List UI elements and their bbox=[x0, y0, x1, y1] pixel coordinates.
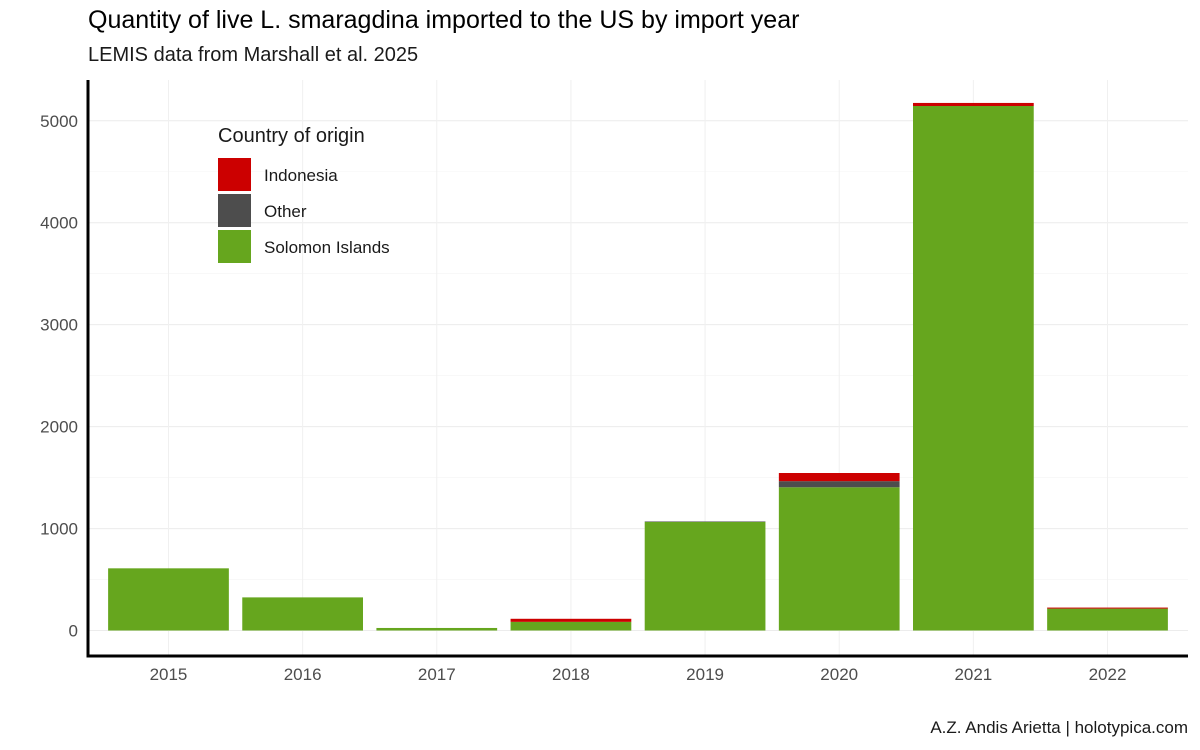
bar-2022-solomon-islands bbox=[1047, 608, 1168, 631]
legend-key-indonesia bbox=[218, 158, 251, 191]
x-tick-label: 2018 bbox=[552, 665, 590, 684]
legend-key-solomon-islands bbox=[218, 230, 251, 263]
legend-label: Other bbox=[264, 202, 307, 221]
bar-2016-solomon-islands bbox=[242, 597, 363, 631]
y-axis-ticks: 0 1000 2000 3000 4000 5000 bbox=[40, 112, 78, 641]
legend-key-other bbox=[218, 194, 251, 227]
x-tick-label: 2020 bbox=[820, 665, 858, 684]
y-tick-label: 5000 bbox=[40, 112, 78, 131]
x-tick-label: 2017 bbox=[418, 665, 456, 684]
bar-2018-solomon-islands bbox=[510, 621, 632, 631]
bar-2017-solomon-islands bbox=[376, 627, 498, 631]
legend-title: Country of origin bbox=[218, 125, 365, 147]
legend-label: Solomon Islands bbox=[264, 238, 390, 257]
y-tick-label: 2000 bbox=[40, 418, 78, 437]
bars bbox=[108, 102, 1168, 631]
bar-2022-indonesia bbox=[1047, 607, 1168, 609]
x-tick-label: 2019 bbox=[686, 665, 724, 684]
x-tick-label: 2021 bbox=[954, 665, 992, 684]
bar-2021-solomon-islands bbox=[913, 105, 1034, 631]
legend-label: Indonesia bbox=[264, 166, 338, 185]
y-tick-label: 1000 bbox=[40, 520, 78, 539]
bar-2020-solomon-islands bbox=[778, 487, 900, 631]
x-tick-label: 2015 bbox=[150, 665, 188, 684]
bar-2021-indonesia bbox=[913, 102, 1034, 106]
x-tick-label: 2016 bbox=[284, 665, 322, 684]
axes bbox=[86, 80, 1188, 658]
chart-title: Quantity of live L. smaragdina imported … bbox=[88, 6, 800, 34]
y-tick-label: 3000 bbox=[40, 316, 78, 335]
bar-2020-indonesia bbox=[778, 473, 900, 482]
bar-2019-other bbox=[644, 521, 766, 522]
y-tick-label: 4000 bbox=[40, 214, 78, 233]
chart-caption: A.Z. Andis Arietta | holotypica.com bbox=[930, 718, 1188, 737]
x-tick-label: 2022 bbox=[1089, 665, 1127, 684]
y-tick-label: 0 bbox=[69, 622, 78, 641]
chart-subtitle: LEMIS data from Marshall et al. 2025 bbox=[88, 44, 419, 66]
bar-2018-indonesia bbox=[510, 618, 632, 622]
legend: Country of origin Indonesia Other Solomon I… bbox=[218, 125, 390, 263]
bar-2015-solomon-islands bbox=[108, 568, 229, 631]
bar-2020-other bbox=[778, 481, 900, 488]
x-axis-ticks: 2015 2016 2017 2018 2019 2020 2021 2022 bbox=[150, 665, 1127, 684]
bar-2019-solomon-islands bbox=[644, 521, 766, 631]
